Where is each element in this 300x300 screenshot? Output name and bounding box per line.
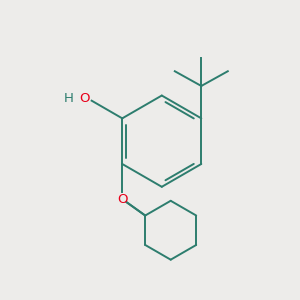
Text: O: O bbox=[117, 194, 128, 206]
Text: O: O bbox=[79, 92, 89, 105]
Text: H: H bbox=[64, 92, 74, 105]
